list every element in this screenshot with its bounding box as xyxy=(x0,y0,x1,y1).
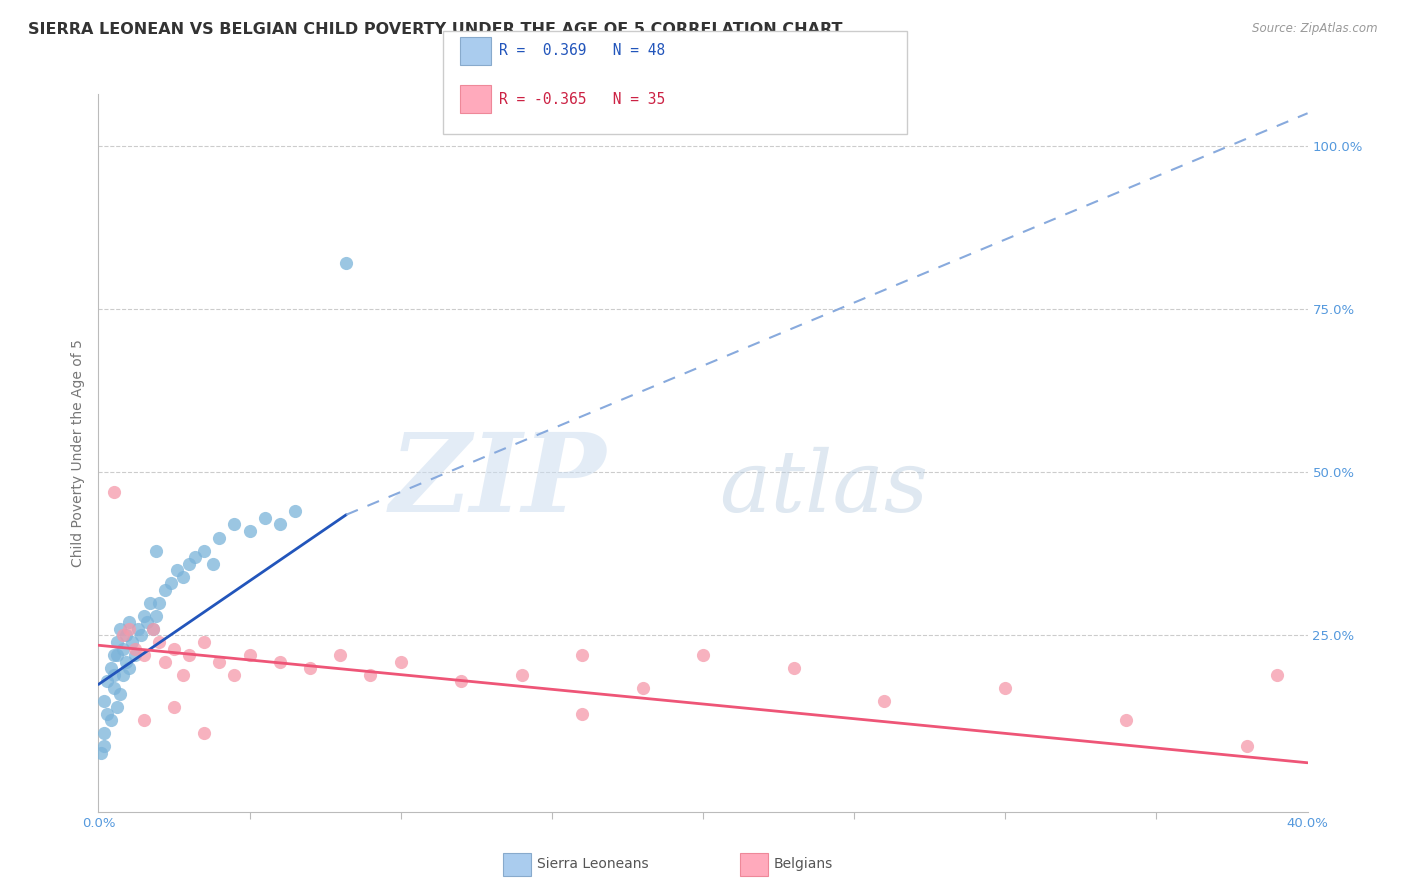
Text: R = -0.365   N = 35: R = -0.365 N = 35 xyxy=(499,92,665,106)
Point xyxy=(172,667,194,681)
Point xyxy=(179,648,201,662)
Point xyxy=(510,667,533,681)
Point xyxy=(111,641,134,656)
Point xyxy=(124,641,146,656)
Text: atlas: atlas xyxy=(720,447,928,530)
Point xyxy=(1236,739,1258,754)
Point xyxy=(93,726,115,740)
Point xyxy=(873,694,896,708)
Point xyxy=(96,706,118,721)
Point xyxy=(269,655,291,669)
Point xyxy=(105,635,128,649)
Point xyxy=(105,700,128,714)
Text: R =  0.369   N = 48: R = 0.369 N = 48 xyxy=(499,44,665,58)
Point xyxy=(783,661,806,675)
Text: Source: ZipAtlas.com: Source: ZipAtlas.com xyxy=(1253,22,1378,36)
Point xyxy=(335,256,357,270)
Point xyxy=(132,648,155,662)
Point xyxy=(142,622,165,636)
Point xyxy=(127,622,149,636)
Point xyxy=(571,706,593,721)
Y-axis label: Child Poverty Under the Age of 5: Child Poverty Under the Age of 5 xyxy=(72,339,86,566)
Point xyxy=(153,582,176,597)
Point xyxy=(142,622,165,636)
Point xyxy=(571,648,593,662)
Point xyxy=(124,648,146,662)
Point xyxy=(132,608,155,623)
Point xyxy=(179,557,201,571)
Point xyxy=(114,655,136,669)
Point xyxy=(239,524,262,538)
Point xyxy=(145,543,167,558)
Point xyxy=(103,667,125,681)
Point xyxy=(284,504,307,518)
Point xyxy=(329,648,352,662)
Point xyxy=(172,570,194,584)
Point xyxy=(994,681,1017,695)
Point xyxy=(118,615,141,630)
Point xyxy=(193,726,215,740)
Text: SIERRA LEONEAN VS BELGIAN CHILD POVERTY UNDER THE AGE OF 5 CORRELATION CHART: SIERRA LEONEAN VS BELGIAN CHILD POVERTY … xyxy=(28,22,842,37)
Point xyxy=(118,622,141,636)
Point xyxy=(114,628,136,642)
Point xyxy=(450,674,472,689)
Point xyxy=(96,674,118,689)
Point xyxy=(253,511,276,525)
Point xyxy=(208,531,231,545)
Text: Sierra Leoneans: Sierra Leoneans xyxy=(537,857,648,871)
Point xyxy=(111,628,134,642)
Point xyxy=(145,608,167,623)
Point xyxy=(166,563,188,577)
Point xyxy=(239,648,262,662)
Point xyxy=(103,681,125,695)
Point xyxy=(163,641,186,656)
Point xyxy=(184,550,207,565)
Point xyxy=(299,661,322,675)
Point xyxy=(1267,667,1289,681)
Point xyxy=(631,681,654,695)
Point xyxy=(93,694,115,708)
Point xyxy=(389,655,412,669)
Point xyxy=(100,714,122,728)
Point xyxy=(148,635,170,649)
Point xyxy=(100,661,122,675)
Point xyxy=(129,628,152,642)
Point xyxy=(108,622,131,636)
Point xyxy=(153,655,176,669)
Point xyxy=(121,635,143,649)
Point xyxy=(360,667,382,681)
Point xyxy=(193,543,215,558)
Point xyxy=(163,700,186,714)
Point xyxy=(208,655,231,669)
Point xyxy=(193,635,215,649)
Point xyxy=(105,648,128,662)
Text: ZIP: ZIP xyxy=(389,427,606,535)
Point xyxy=(90,746,112,760)
Point xyxy=(160,576,183,591)
Point xyxy=(224,667,246,681)
Point xyxy=(692,648,714,662)
Point xyxy=(108,687,131,701)
Point xyxy=(93,739,115,754)
Point xyxy=(103,648,125,662)
Point xyxy=(269,517,291,532)
Point xyxy=(103,484,125,499)
Point xyxy=(118,661,141,675)
Point xyxy=(132,714,155,728)
Text: Belgians: Belgians xyxy=(773,857,832,871)
Point xyxy=(148,596,170,610)
Point xyxy=(224,517,246,532)
Point xyxy=(139,596,162,610)
Point xyxy=(111,667,134,681)
Point xyxy=(1115,714,1137,728)
Point xyxy=(202,557,225,571)
Point xyxy=(135,615,157,630)
